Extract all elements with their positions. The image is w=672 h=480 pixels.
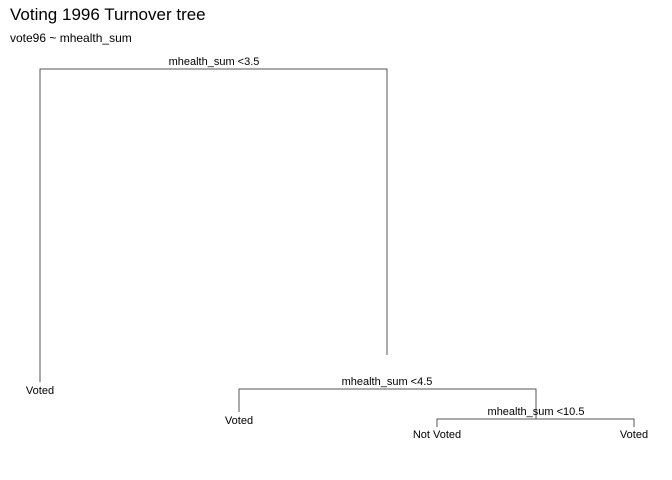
split-3-label: mhealth_sum <10.5 [488,406,585,418]
leaf-4-label: Voted [620,429,648,441]
chart-subtitle: vote96 ~ mhealth_sum [10,31,132,45]
split-2-bracket [238,388,537,419]
leaf-1-label: Voted [26,385,54,397]
split-2-label: mhealth_sum <4.5 [342,376,433,388]
leaf-3-label: Not Voted [413,429,461,441]
split-3-bracket [436,418,635,427]
leaf-2-label: Voted [225,415,253,427]
chart-title: Voting 1996 Turnover tree [10,5,206,24]
split-1-bracket [39,68,388,382]
split-1-label: mhealth_sum <3.5 [169,56,260,68]
